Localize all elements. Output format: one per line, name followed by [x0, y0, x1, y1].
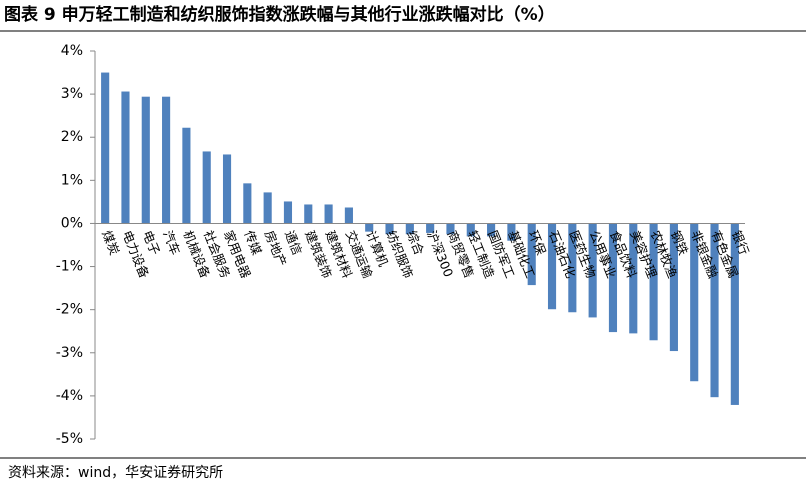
bar: [588, 223, 597, 318]
bar: [243, 183, 252, 224]
bar: [446, 223, 455, 235]
bar: [690, 223, 699, 382]
bar: [649, 223, 658, 341]
bar: [344, 207, 353, 224]
y-tick-label: -5%: [56, 431, 83, 447]
bar: [466, 223, 475, 237]
bar: [283, 201, 293, 224]
bar: [222, 154, 232, 224]
x-tick-label: 煤炭: [99, 228, 122, 257]
y-tick-label: -1%: [56, 259, 83, 275]
y-tick-label: 3%: [61, 86, 83, 102]
bar: [121, 91, 130, 224]
y-tick-label: -3%: [56, 345, 83, 361]
bar: [527, 223, 536, 286]
bar: [547, 223, 557, 310]
bar: [629, 223, 638, 334]
bar: [426, 223, 435, 233]
bar: [141, 96, 150, 224]
y-tick-label: 2%: [61, 129, 83, 145]
y-tick-label: 4%: [61, 43, 83, 59]
bar: [405, 223, 414, 235]
bar: [101, 72, 110, 224]
bar: [608, 223, 618, 333]
bar: [162, 96, 171, 224]
bar: [202, 151, 211, 224]
bar: [487, 223, 496, 237]
bar: [710, 223, 719, 398]
y-tick-label: -4%: [56, 388, 83, 404]
chart-title: 图表 9 申万轻工制造和纺织服饰指数涨跌幅与其他行业涨跌幅对比（%）: [4, 4, 555, 25]
bar: [324, 204, 333, 224]
bar: [507, 223, 516, 241]
bar: [730, 223, 739, 405]
bar: [182, 127, 191, 224]
bar: [365, 223, 374, 232]
bar: [385, 223, 394, 235]
bar: [669, 223, 678, 352]
source-note: 资料来源：wind，华安证券研究所: [8, 465, 223, 481]
y-tick-label: -2%: [56, 302, 83, 318]
y-tick-label: 0%: [61, 215, 83, 231]
y-tick-label: 1%: [61, 172, 83, 188]
x-tick-label: 汽车: [160, 228, 183, 257]
bar: [304, 204, 313, 224]
bar: [568, 223, 577, 313]
bar: [263, 192, 272, 224]
